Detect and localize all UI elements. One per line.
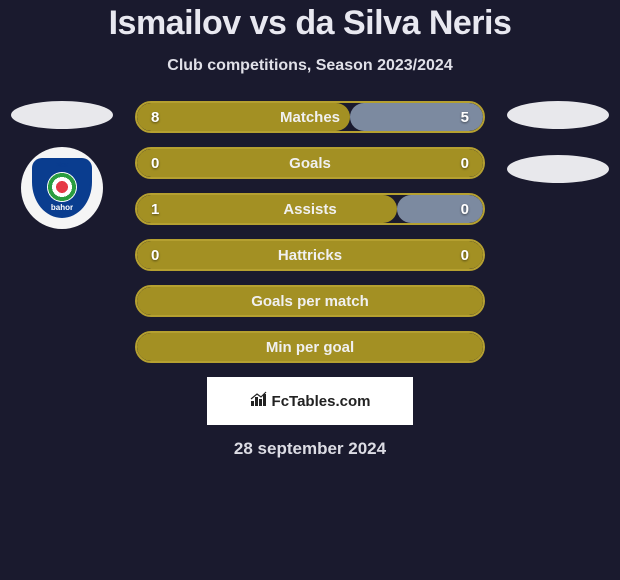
right-player-col (503, 101, 613, 183)
stat-bar: 0 0 Goals (135, 147, 485, 179)
stat-label: Goals (289, 155, 331, 172)
stat-value-right: 5 (461, 109, 469, 126)
stat-value-right: 0 (461, 201, 469, 218)
stat-fill-left (137, 195, 397, 223)
stat-label: Matches (280, 109, 340, 126)
date-label: 28 september 2024 (0, 439, 620, 459)
stats-bars: 8 5 Matches 0 0 Goals 1 0 Assists 0 0 Hattricks Goal… (135, 101, 485, 363)
stat-bar: 8 5 Matches (135, 101, 485, 133)
stat-label: Assists (283, 201, 336, 218)
stat-value-right: 0 (461, 247, 469, 264)
attribution-text: FcTables.com (272, 393, 371, 410)
stat-label: Goals per match (251, 293, 369, 310)
stat-value-right: 0 (461, 155, 469, 172)
main-row: Nav bahor 8 5 Matches 0 0 Goals 1 0 Assists 0 0 Hat… (0, 101, 620, 363)
comparison-card: Ismailov vs da Silva Neris Club competit… (0, 0, 620, 580)
logo-text-bot: bahor (34, 203, 90, 212)
stat-bar: Goals per match (135, 285, 485, 317)
stat-fill-right (397, 195, 484, 223)
stat-bar: 1 0 Assists (135, 193, 485, 225)
stat-bar: Min per goal (135, 331, 485, 363)
player-photo-placeholder-right (507, 101, 609, 129)
attribution-badge[interactable]: FcTables.com (207, 377, 413, 425)
stat-label: Min per goal (266, 339, 354, 356)
left-player-col: Nav bahor (7, 101, 117, 229)
team-logo-left: Nav bahor (21, 147, 103, 229)
stat-value-left: 0 (151, 247, 159, 264)
stat-value-left: 8 (151, 109, 159, 126)
logo-text-top: Nav (34, 162, 90, 169)
subtitle: Club competitions, Season 2023/2024 (0, 57, 620, 75)
stat-bar: 0 0 Hattricks (135, 239, 485, 271)
stat-value-left: 0 (151, 155, 159, 172)
stat-value-left: 1 (151, 201, 159, 218)
team-logo-placeholder-right (507, 155, 609, 183)
player-photo-placeholder-left (11, 101, 113, 129)
chart-icon (250, 391, 268, 412)
navbahor-logo: Nav bahor (32, 158, 92, 218)
page-title: Ismailov vs da Silva Neris (0, 4, 620, 43)
stat-label: Hattricks (278, 247, 342, 264)
